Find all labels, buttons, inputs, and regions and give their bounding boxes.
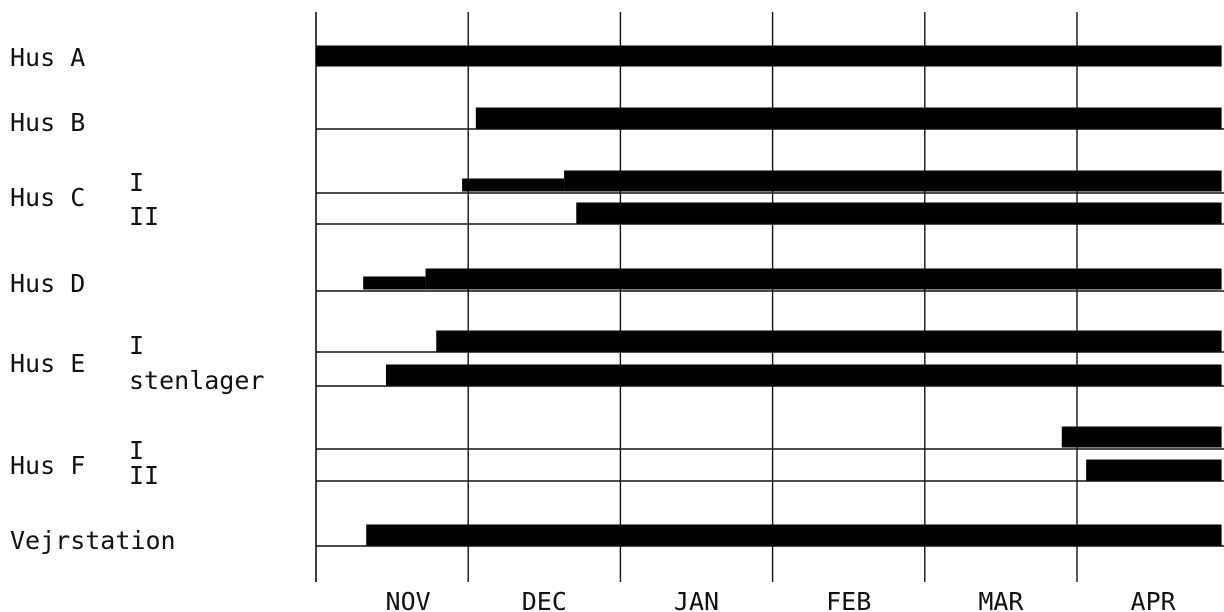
x-tick-label-jan: JAN: [674, 587, 719, 612]
bar-row-3-seg-0: [576, 202, 1222, 224]
bar-row-5-seg-0: [436, 330, 1222, 352]
row-label-5: Hus E: [10, 349, 85, 378]
bar-row-8-seg-0: [1086, 459, 1222, 481]
bar-row-0-seg-0: [316, 45, 1222, 67]
x-tick-label-feb: FEB: [826, 587, 871, 612]
row-sublabel-7: I: [129, 436, 144, 465]
row-label-4: Hus D: [10, 269, 85, 298]
x-tick-label-nov: NOV: [386, 587, 431, 612]
row-sublabel-6: stenlager: [129, 366, 264, 395]
x-tick-label-apr: APR: [1131, 587, 1177, 612]
x-tick-label-mar: MAR: [978, 587, 1024, 612]
bar-row-9-seg-0: [366, 524, 1222, 546]
bar-row-2-seg-0: [462, 178, 565, 192]
bar-row-2-seg-1: [564, 170, 1222, 192]
row-label-2: Hus C: [10, 183, 85, 212]
row-sublabel-3: II: [129, 202, 159, 231]
bar-row-6-seg-0: [386, 364, 1222, 386]
row-label-1: Hus B: [10, 108, 85, 137]
bar-row-4-seg-1: [425, 268, 1222, 290]
bar-row-7-seg-0: [1061, 426, 1222, 448]
row-sublabel-8: II: [129, 461, 159, 490]
x-tick-label-dec: DEC: [522, 587, 567, 612]
row-label-9: Vejrstation: [10, 526, 176, 555]
row-label-0: Hus A: [10, 43, 85, 72]
row-sublabel-2: I: [129, 168, 144, 197]
bar-row-4-seg-0: [363, 276, 426, 290]
bar-row-1-seg-0: [475, 107, 1222, 129]
row-sublabel-5: I: [129, 331, 144, 360]
row-label-7: Hus F: [10, 451, 85, 480]
